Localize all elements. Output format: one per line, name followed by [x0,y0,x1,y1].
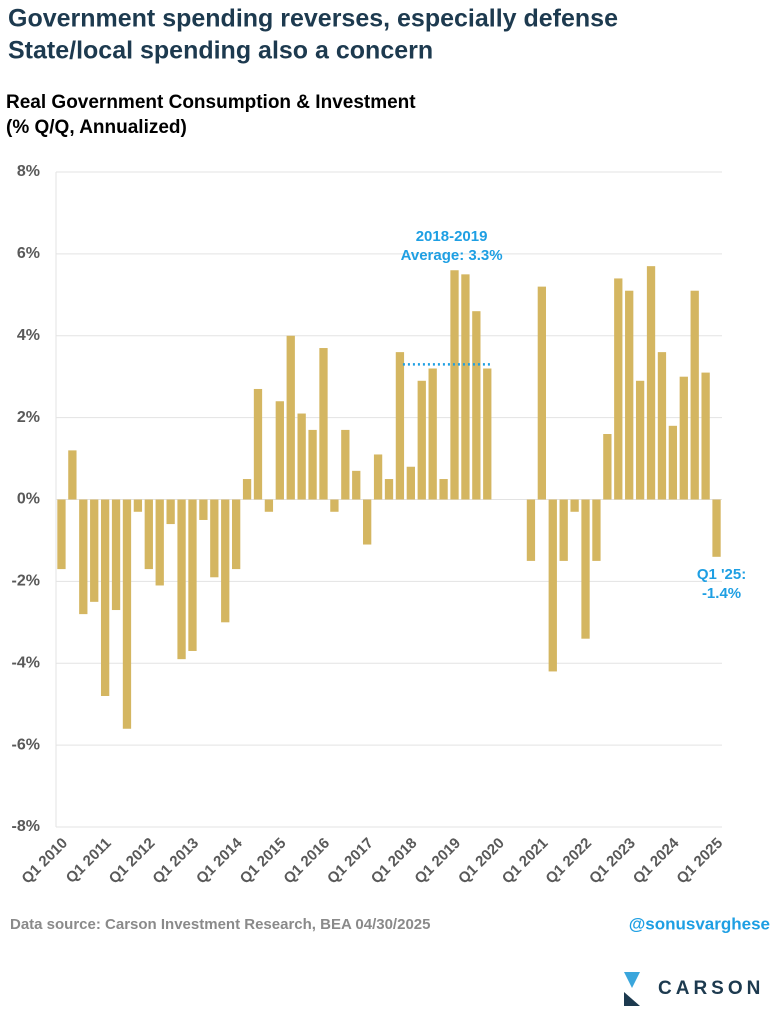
bar [614,278,623,500]
x-tick-label: Q1 2025 [673,835,726,888]
bar [319,348,328,500]
bar [188,499,197,651]
bar [144,499,153,570]
x-tick-label: Q1 2023 [586,835,639,888]
annotation: Average: 3.3% [401,247,503,264]
annotation: 2018-2019 [416,228,488,245]
bar [548,499,557,672]
bar [341,429,350,500]
bar [668,425,678,500]
bar [79,499,88,615]
y-tick-label: 0% [17,491,40,508]
bar [210,499,219,578]
x-tick-label: Q1 2016 [280,835,333,888]
bar [483,368,492,500]
annotation: Q1 '25: [697,566,746,583]
x-tick-label: Q1 2019 [411,835,464,888]
source: Data source: Carson Investment Research,… [10,916,430,933]
bar [177,499,186,660]
bar [253,388,263,500]
x-tick-label: Q1 2022 [542,835,595,888]
bar [679,376,688,500]
bar [625,290,634,500]
x-tick-label: Q1 2024 [630,834,683,887]
bar [450,270,459,500]
chart-title: Government spending reverses, especially… [8,5,618,33]
logo-icon [624,972,640,988]
bar [363,499,372,545]
bar [133,499,143,512]
logo-icon [624,992,640,1006]
x-tick-label: Q1 2021 [499,835,552,888]
x-tick-label: Q1 2013 [149,835,202,888]
bar [275,401,284,500]
chart-title: State/local spending also a concern [8,37,433,65]
bar [417,380,426,500]
bar [166,499,175,525]
bar [406,466,415,500]
y-tick-label: 4% [17,327,40,344]
bar [526,499,536,561]
bar [461,274,470,500]
logo: CARSON [624,972,764,1006]
bar [439,479,448,500]
bar [570,499,579,512]
bar [286,335,295,500]
bar [428,368,437,500]
bar [155,499,164,586]
bar [68,450,77,500]
x-tick-label: Q1 2017 [324,835,377,888]
x-tick-label: Q1 2012 [106,835,159,888]
y-tick-label: -2% [12,573,40,590]
logo-text: CARSON [658,978,764,999]
x-tick-label: Q1 2014 [193,834,246,887]
bar [100,499,110,696]
y-tick-label: 8% [17,163,40,180]
x-tick-label: Q1 2011 [63,835,115,887]
y-tick-label: 2% [17,409,40,426]
y-tick-label: -4% [12,654,40,671]
y-tick-label: -8% [12,818,40,835]
x-tick-label: Q1 2020 [455,835,508,888]
annotation: -1.4% [702,585,741,602]
bar [581,499,590,639]
bar [559,499,568,561]
bar [264,499,274,512]
bar [352,470,361,500]
chart-subtitle: (% Q/Q, Annualized) [6,117,187,138]
bar [646,266,656,500]
bar [297,413,306,500]
bar [472,311,481,500]
chart-subtitle: Real Government Consumption & Investment [6,92,416,113]
bar [90,499,99,602]
bar [701,372,710,500]
x-tick-label: Q1 2015 [237,835,290,888]
bar [57,499,66,570]
bar [111,499,121,611]
bar [635,380,645,500]
bar [242,479,252,500]
bar [308,429,317,500]
bar [373,454,383,500]
handle: @sonusvarghese [629,914,770,933]
bar [712,499,721,557]
x-tick-label: Q1 2010 [18,835,71,888]
x-tick-label: Q1 2018 [368,835,421,888]
bar [537,286,547,500]
bar [122,499,132,729]
y-tick-label: -6% [12,736,40,753]
bar [221,499,230,623]
bar [690,290,699,500]
bar [199,499,208,520]
bar [395,352,405,500]
bar [592,499,601,561]
bar [231,499,241,570]
y-tick-label: 6% [17,245,40,262]
bar [384,479,394,500]
bar [657,352,667,500]
bar [603,434,612,500]
bar [330,499,339,512]
